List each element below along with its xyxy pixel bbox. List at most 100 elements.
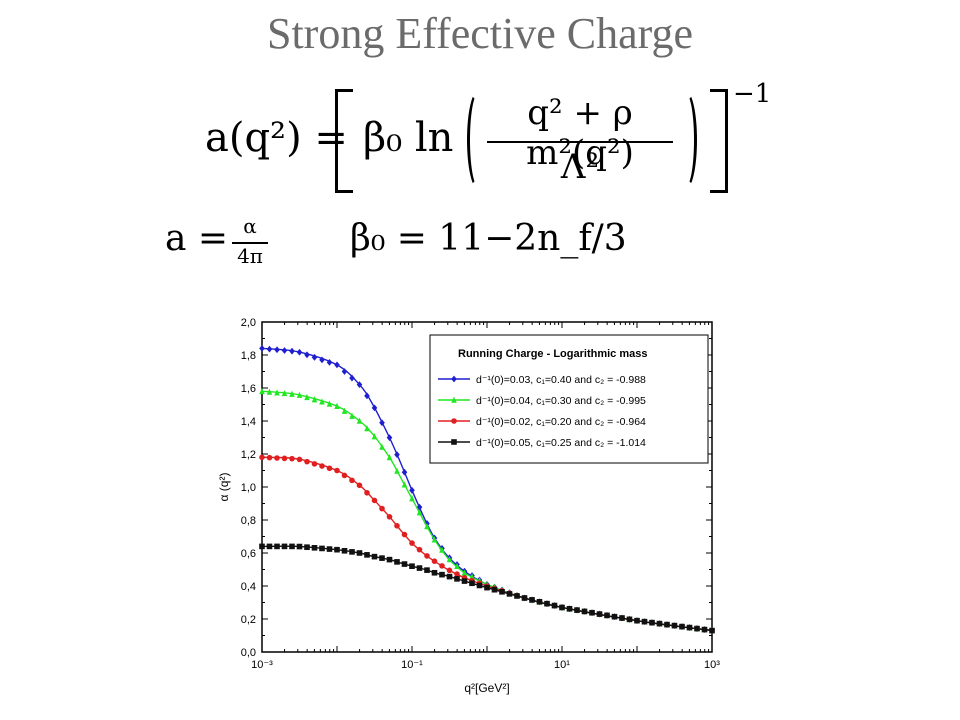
series-marker-3	[461, 578, 468, 584]
series-marker-1	[311, 396, 318, 403]
series-marker-3	[664, 621, 670, 628]
series-marker-3	[521, 595, 528, 601]
series-marker-1	[394, 467, 400, 474]
series-marker-1	[461, 569, 468, 576]
series-marker-3	[626, 616, 633, 623]
series-marker-1	[454, 562, 460, 569]
series-marker-1	[289, 390, 295, 397]
series-marker-0	[364, 392, 370, 400]
series-marker-3	[409, 563, 415, 569]
series-marker-2	[259, 454, 265, 461]
series-marker-0	[334, 361, 340, 369]
equation-prefactor: β₀ ln	[363, 115, 454, 161]
y-tick-label: 1,6	[241, 383, 256, 395]
series-marker-3	[709, 627, 715, 634]
series-marker-1	[274, 389, 280, 396]
series-marker-3	[469, 580, 475, 587]
a-definition-denominator: 4π	[237, 244, 263, 268]
slide-title: Strong Effective Charge	[266, 9, 694, 58]
series-marker-3	[334, 546, 340, 553]
series-line-2	[261, 456, 713, 632]
series-marker-1	[469, 573, 475, 580]
series-marker-1	[386, 454, 393, 461]
series-marker-3	[416, 565, 423, 571]
series-marker-3	[386, 556, 393, 563]
series-marker-3	[379, 555, 385, 561]
y-tick-label: 1,4	[241, 416, 256, 428]
bracket-open	[335, 89, 353, 193]
series-marker-2	[431, 558, 438, 564]
series-marker-1	[409, 495, 415, 502]
y-tick-label: 0,6	[241, 548, 256, 560]
series-marker-0	[371, 404, 378, 412]
fraction-bar	[487, 141, 673, 143]
series-marker-3	[551, 602, 558, 609]
series-marker-1	[334, 402, 340, 409]
series-marker-0	[289, 347, 295, 355]
series-marker-3	[701, 626, 708, 633]
series-marker-3	[536, 598, 543, 605]
series-marker-1	[439, 546, 445, 553]
series-marker-2	[289, 455, 295, 462]
series-marker-1	[446, 556, 453, 563]
series-marker-3	[349, 549, 355, 555]
equation-exponent: −1	[733, 79, 772, 109]
series-marker-0	[281, 347, 288, 354]
series-marker-1	[259, 387, 265, 395]
series-marker-3	[499, 588, 505, 595]
series-marker-1	[371, 433, 378, 440]
series-marker-0	[266, 345, 273, 353]
series-marker-1	[356, 417, 363, 424]
series-marker-2	[274, 455, 280, 461]
legend-marker-2	[451, 418, 457, 424]
series-marker-3	[289, 543, 295, 550]
effective-charge-equation: a(q²) = β₀ ln q² + ρ m²(q²) Λ² −1	[205, 79, 775, 205]
series-marker-3	[566, 605, 573, 612]
series-marker-3	[439, 571, 445, 578]
series-marker-1	[416, 509, 423, 516]
series-marker-2	[394, 523, 400, 529]
y-tick-label: 0,0	[241, 647, 256, 659]
series-marker-0	[259, 345, 265, 352]
series-marker-3	[514, 593, 520, 599]
series-marker-3	[649, 619, 655, 626]
legend-entry-3: d⁻¹(0)=0.05, c₁=0.25 and c₂ = -1.014	[476, 437, 646, 449]
series-marker-3	[304, 544, 310, 550]
series-marker-0	[401, 468, 408, 476]
series-marker-0	[379, 419, 385, 427]
legend-entry-1: d⁻¹(0)=0.04, c₁=0.30 and c₂ = -0.995	[476, 395, 646, 407]
series-marker-3	[296, 543, 303, 550]
series-marker-0	[349, 374, 355, 382]
beta0-definition: β₀ = 11−2n_f/3	[350, 218, 627, 259]
series-marker-2	[386, 513, 393, 520]
series-marker-1	[341, 407, 348, 414]
series-marker-3	[671, 622, 678, 629]
series-marker-3	[619, 615, 625, 621]
y-tick-label: 0,4	[241, 581, 256, 593]
series-marker-2	[364, 489, 370, 496]
series-marker-2	[439, 563, 445, 569]
series-marker-0	[304, 351, 310, 359]
x-axis-label: q²[GeV²]	[464, 681, 509, 695]
series-marker-2	[319, 463, 325, 469]
series-marker-3	[611, 613, 618, 620]
series-marker-0	[326, 358, 333, 366]
series-marker-2	[281, 455, 288, 462]
series-marker-0	[296, 348, 303, 356]
y-tick-label: 2,0	[241, 317, 256, 329]
series-marker-3	[311, 545, 318, 551]
series-marker-3	[694, 625, 700, 632]
paren-close	[675, 91, 697, 189]
series-marker-0	[409, 486, 415, 494]
series-marker-0	[319, 356, 325, 364]
legend-marker-3	[451, 439, 457, 445]
series-marker-3	[634, 617, 640, 624]
series-marker-2	[401, 531, 408, 538]
x-tick-label: 10⁻¹	[401, 659, 423, 671]
series-marker-3	[574, 607, 580, 613]
series-marker-3	[394, 559, 400, 565]
series-marker-1	[326, 400, 333, 407]
series-marker-3	[326, 546, 333, 552]
series-marker-1	[281, 389, 288, 397]
series-marker-3	[364, 552, 370, 558]
